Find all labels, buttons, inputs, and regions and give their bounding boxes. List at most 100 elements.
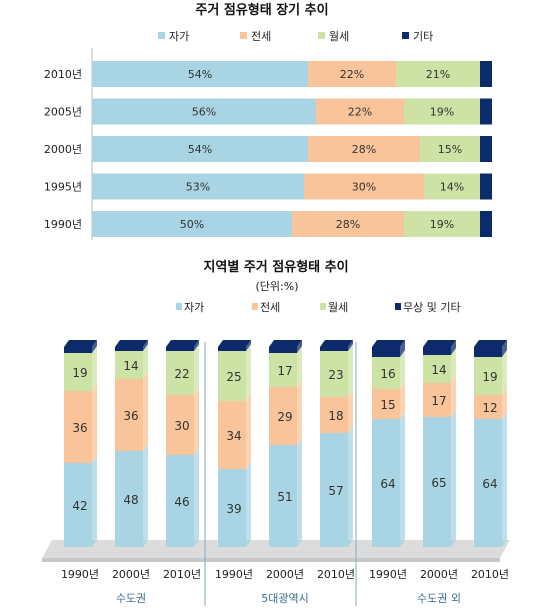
legend-swatch-4: [402, 32, 409, 39]
column-side-3: [400, 350, 405, 389]
column-data-label: 42: [72, 499, 87, 513]
bar-segment-2: [316, 98, 404, 125]
column-side-4: [502, 340, 507, 357]
column-data-label: 22: [174, 367, 189, 381]
bar-segment-3: [424, 173, 480, 200]
column-segment-2: [64, 391, 92, 463]
column-segment-4: [474, 347, 502, 357]
bar-segment-3: [404, 211, 480, 237]
column-side-2: [348, 390, 353, 433]
column-segment-1: [64, 463, 92, 547]
column-side-3: [502, 350, 507, 395]
bar-segment-4: [480, 98, 492, 125]
chart1-title: 주거 점유형태 장기 추이: [195, 2, 328, 18]
bar-segment-1: [92, 211, 292, 237]
column-data-label: 29: [277, 410, 292, 424]
data-label: 54%: [188, 68, 212, 81]
column-side-4: [194, 340, 199, 351]
data-label: 22%: [348, 106, 372, 119]
column-side-1: [348, 426, 353, 547]
column-segment-4: [320, 347, 348, 351]
column-side-1: [194, 448, 199, 547]
category-label: 1990년: [44, 218, 82, 231]
legend-label-1: 자가: [169, 30, 189, 43]
bar-segment-2: [292, 211, 404, 237]
column-side-1: [400, 412, 405, 547]
column-segment-1: [474, 419, 502, 547]
column-segment-1: [320, 433, 348, 547]
chart2-subtitle: (단위:%): [256, 280, 299, 293]
column-side-4: [400, 340, 405, 357]
column-side-3: [451, 348, 456, 383]
legend-label-3: 월세: [329, 30, 349, 43]
column-data-label: 19: [482, 370, 497, 384]
column-top: [423, 340, 456, 347]
column-side-3: [348, 344, 353, 397]
category-label: 2000년: [44, 143, 82, 156]
bar-segment-2: [304, 173, 424, 200]
bar-segment-3: [420, 136, 480, 162]
data-label: 54%: [188, 143, 212, 156]
column-segment-2: [218, 401, 246, 469]
column-segment-2: [423, 383, 451, 417]
x-tick-label: 1990년: [215, 568, 253, 581]
column-segment-1: [269, 445, 297, 547]
legend2-swatch-3: [320, 303, 326, 310]
column-side-3: [92, 346, 97, 391]
column-segment-4: [64, 347, 92, 353]
column-side-4: [297, 340, 302, 353]
floor-edge: [42, 558, 500, 562]
bar-segment-1: [92, 61, 308, 87]
legend2-label-1: 자가: [184, 301, 204, 314]
column-side-3: [246, 344, 251, 401]
column-segment-1: [166, 455, 194, 547]
column-segment-4: [115, 347, 143, 351]
column-side-1: [502, 412, 507, 547]
column-top: [320, 340, 353, 347]
column-side-2: [194, 388, 199, 455]
column-segment-4: [423, 347, 451, 355]
column-side-2: [400, 382, 405, 419]
data-label: 21%: [426, 68, 450, 81]
column-side-4: [92, 340, 97, 353]
column-data-label: 19: [72, 366, 87, 380]
legend-swatch-1: [158, 32, 165, 39]
column-segment-3: [64, 353, 92, 391]
data-label: 50%: [180, 218, 204, 231]
column-side-3: [194, 344, 199, 395]
column-data-label: 64: [380, 477, 395, 491]
bar-segment-4: [480, 173, 492, 200]
category-label: 1995년: [44, 181, 82, 194]
x-tick-label: 2010년: [163, 568, 201, 581]
column-data-label: 15: [380, 398, 395, 412]
bar-segment-4: [480, 136, 492, 162]
column-top: [269, 340, 302, 347]
column-segment-3: [115, 351, 143, 379]
column-side-1: [451, 410, 456, 547]
column-top: [166, 340, 199, 347]
column-segment-4: [269, 347, 297, 353]
bar-segment-4: [480, 211, 492, 237]
column-data-label: 14: [123, 359, 138, 373]
x-tick-label: 2010년: [471, 568, 509, 581]
group-label: 수도권 외: [417, 592, 461, 605]
x-tick-label: 2000년: [112, 568, 150, 581]
legend2-label-2: 전세: [260, 301, 280, 314]
column-side-2: [502, 388, 507, 419]
chart1-legend: 자가 전세 월세 기타: [158, 30, 433, 43]
column-side-2: [92, 384, 97, 463]
data-label: 14%: [440, 181, 464, 194]
category-label: 2010년: [44, 68, 82, 81]
chart2-legend: 자가 전세 월세 무상 및 기타: [176, 301, 461, 314]
group-label: 5대광역시: [261, 592, 308, 605]
legend-swatch-3: [318, 32, 325, 39]
data-label: 28%: [352, 143, 376, 156]
column-segment-4: [372, 347, 400, 357]
category-label: 2005년: [44, 106, 82, 119]
column-side-4: [246, 340, 251, 351]
column-data-label: 51: [277, 490, 292, 504]
column-data-label: 39: [226, 502, 241, 516]
legend2-swatch-4: [395, 303, 401, 310]
column-data-label: 30: [174, 419, 189, 433]
